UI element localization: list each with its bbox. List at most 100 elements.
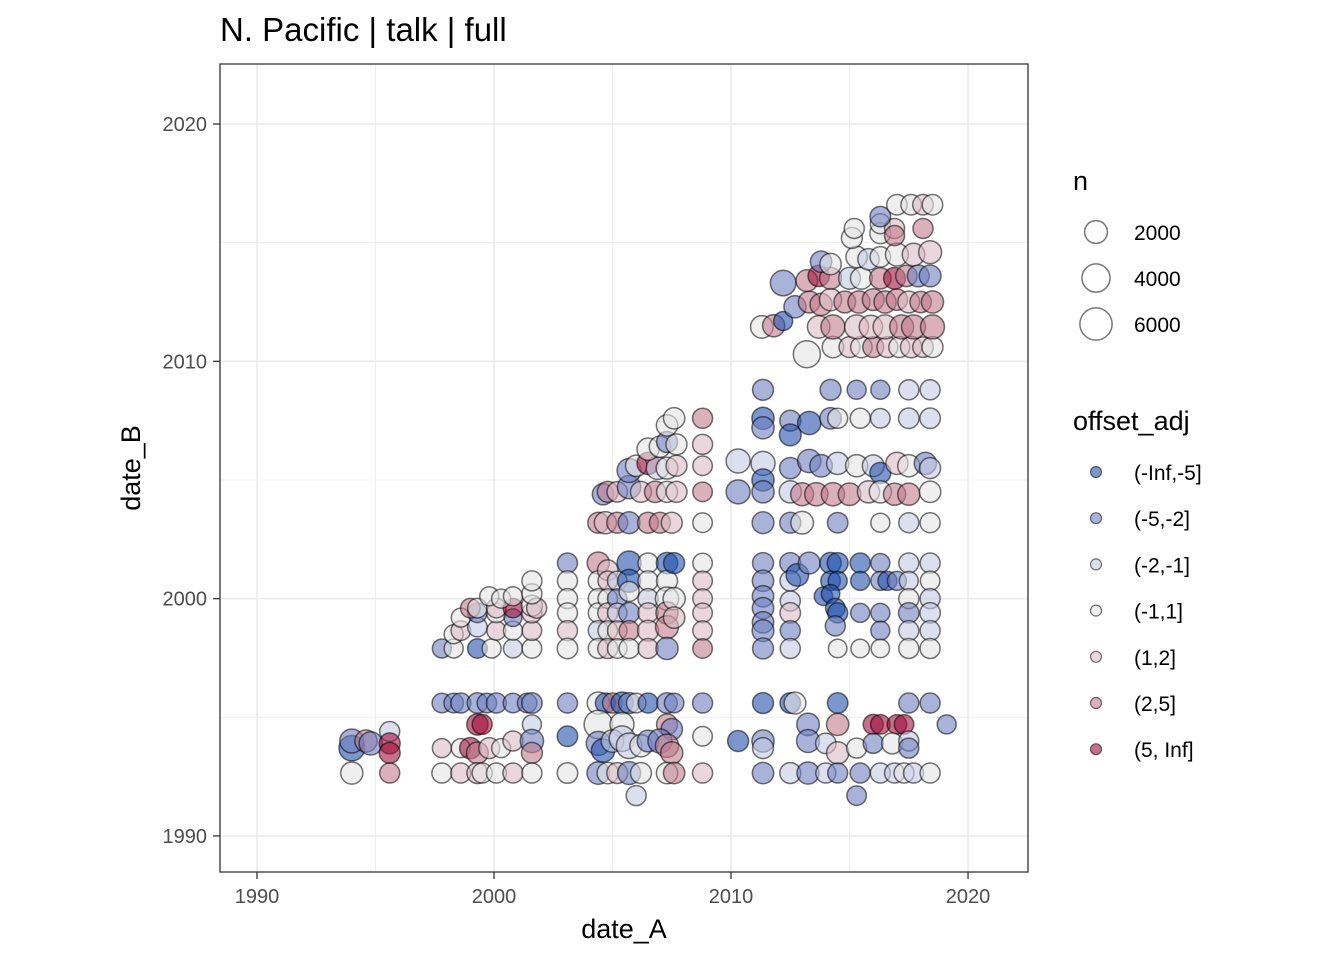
data-point: [918, 456, 942, 480]
data-point: [378, 741, 401, 765]
y-tick-label: 2020: [163, 114, 208, 136]
data-point: [819, 252, 842, 276]
data-point: [849, 570, 871, 592]
color-legend-title: offset_adj: [1073, 406, 1190, 436]
data-point: [846, 379, 867, 401]
data-point: [692, 637, 714, 659]
data-point: [692, 481, 714, 503]
data-point: [820, 314, 846, 340]
data-point: [692, 455, 714, 477]
data-point: [665, 480, 688, 504]
data-point: [751, 415, 775, 440]
data-point: [898, 737, 920, 759]
data-point: [692, 512, 714, 534]
data-point: [919, 314, 946, 340]
y-axis-label: date_B: [116, 425, 146, 511]
data-point: [556, 725, 579, 748]
data-point: [725, 448, 751, 474]
size-key-label: 6000: [1134, 314, 1181, 337]
data-point: [870, 552, 891, 574]
data-point: [659, 741, 684, 765]
color-key-dot: [1089, 512, 1103, 525]
data-point: [912, 217, 934, 240]
color-key-label: (-1,1]: [1134, 601, 1183, 624]
x-tick-label: 2010: [709, 886, 754, 908]
data-point: [692, 552, 714, 574]
data-point: [826, 692, 849, 715]
data-point: [919, 379, 941, 401]
data-point: [692, 570, 714, 592]
data-point: [521, 762, 543, 784]
data-point: [898, 692, 920, 714]
color-key-label: (1,2]: [1134, 647, 1176, 670]
color-key-dot: [1089, 604, 1103, 617]
data-point: [691, 407, 714, 430]
data-point: [919, 619, 941, 642]
data-point: [751, 761, 775, 785]
data-point: [618, 580, 640, 603]
data-point: [431, 737, 453, 759]
data-point: [790, 510, 815, 535]
data-point: [918, 480, 942, 504]
data-point: [921, 335, 944, 359]
size-key-label: 2000: [1134, 222, 1181, 245]
data-point: [725, 479, 751, 505]
data-point: [919, 692, 941, 714]
chart-title: N. Pacific | talk | full: [220, 11, 507, 48]
data-point: [778, 423, 802, 447]
data-point: [826, 762, 849, 784]
data-point: [849, 602, 871, 624]
data-point: [637, 552, 659, 574]
x-tick-label: 1990: [235, 886, 280, 908]
data-point: [502, 586, 524, 607]
color-key-dot: [1089, 650, 1103, 663]
data-point: [870, 512, 891, 533]
data-point: [431, 762, 453, 784]
data-point: [824, 615, 847, 637]
data-point: [660, 511, 683, 534]
data-point: [819, 378, 842, 402]
data-point: [655, 636, 679, 661]
data-point: [751, 736, 775, 760]
y-tick-label: 1990: [163, 826, 208, 848]
x-tick-label: 2000: [472, 886, 517, 908]
data-point: [869, 205, 892, 228]
data-point: [726, 729, 750, 753]
data-point: [920, 290, 945, 314]
data-point: [898, 619, 920, 642]
data-point: [692, 725, 714, 747]
data-point: [869, 407, 891, 429]
size-key-circle: [1081, 263, 1111, 293]
data-point: [827, 638, 848, 659]
color-legend: offset_adj (-Inf,-5] (-5,-2] (-2,-1] (-1,1]…: [1073, 406, 1202, 762]
y-tick-label: 2010: [163, 351, 208, 373]
size-legend-title: n: [1073, 166, 1088, 196]
data-point: [772, 310, 794, 332]
data-point: [898, 637, 920, 660]
data-point: [629, 761, 653, 785]
data-point: [691, 433, 714, 456]
data-point: [870, 379, 891, 401]
data-point: [662, 606, 686, 630]
panel-border: [219, 63, 1029, 873]
data-point: [862, 732, 884, 755]
data-point: [520, 692, 543, 715]
data-point: [618, 619, 640, 642]
data-point: [692, 620, 714, 642]
data-point: [556, 762, 579, 785]
data-point: [662, 406, 686, 430]
data-point: [378, 762, 401, 784]
data-point: [751, 511, 775, 535]
data-point: [481, 638, 502, 659]
color-key-label: (2,5]: [1134, 693, 1176, 716]
x-tick-label: 2020: [946, 886, 991, 908]
data-point: [618, 637, 640, 660]
data-point: [691, 762, 714, 784]
color-key-label: (5, Inf]: [1134, 739, 1194, 762]
color-key-label: (-2,-1]: [1134, 554, 1190, 577]
x-axis-label: date_A: [581, 914, 667, 944]
data-point: [471, 713, 493, 736]
data-point: [691, 692, 714, 714]
data-point: [779, 637, 802, 660]
data-point: [692, 602, 714, 624]
